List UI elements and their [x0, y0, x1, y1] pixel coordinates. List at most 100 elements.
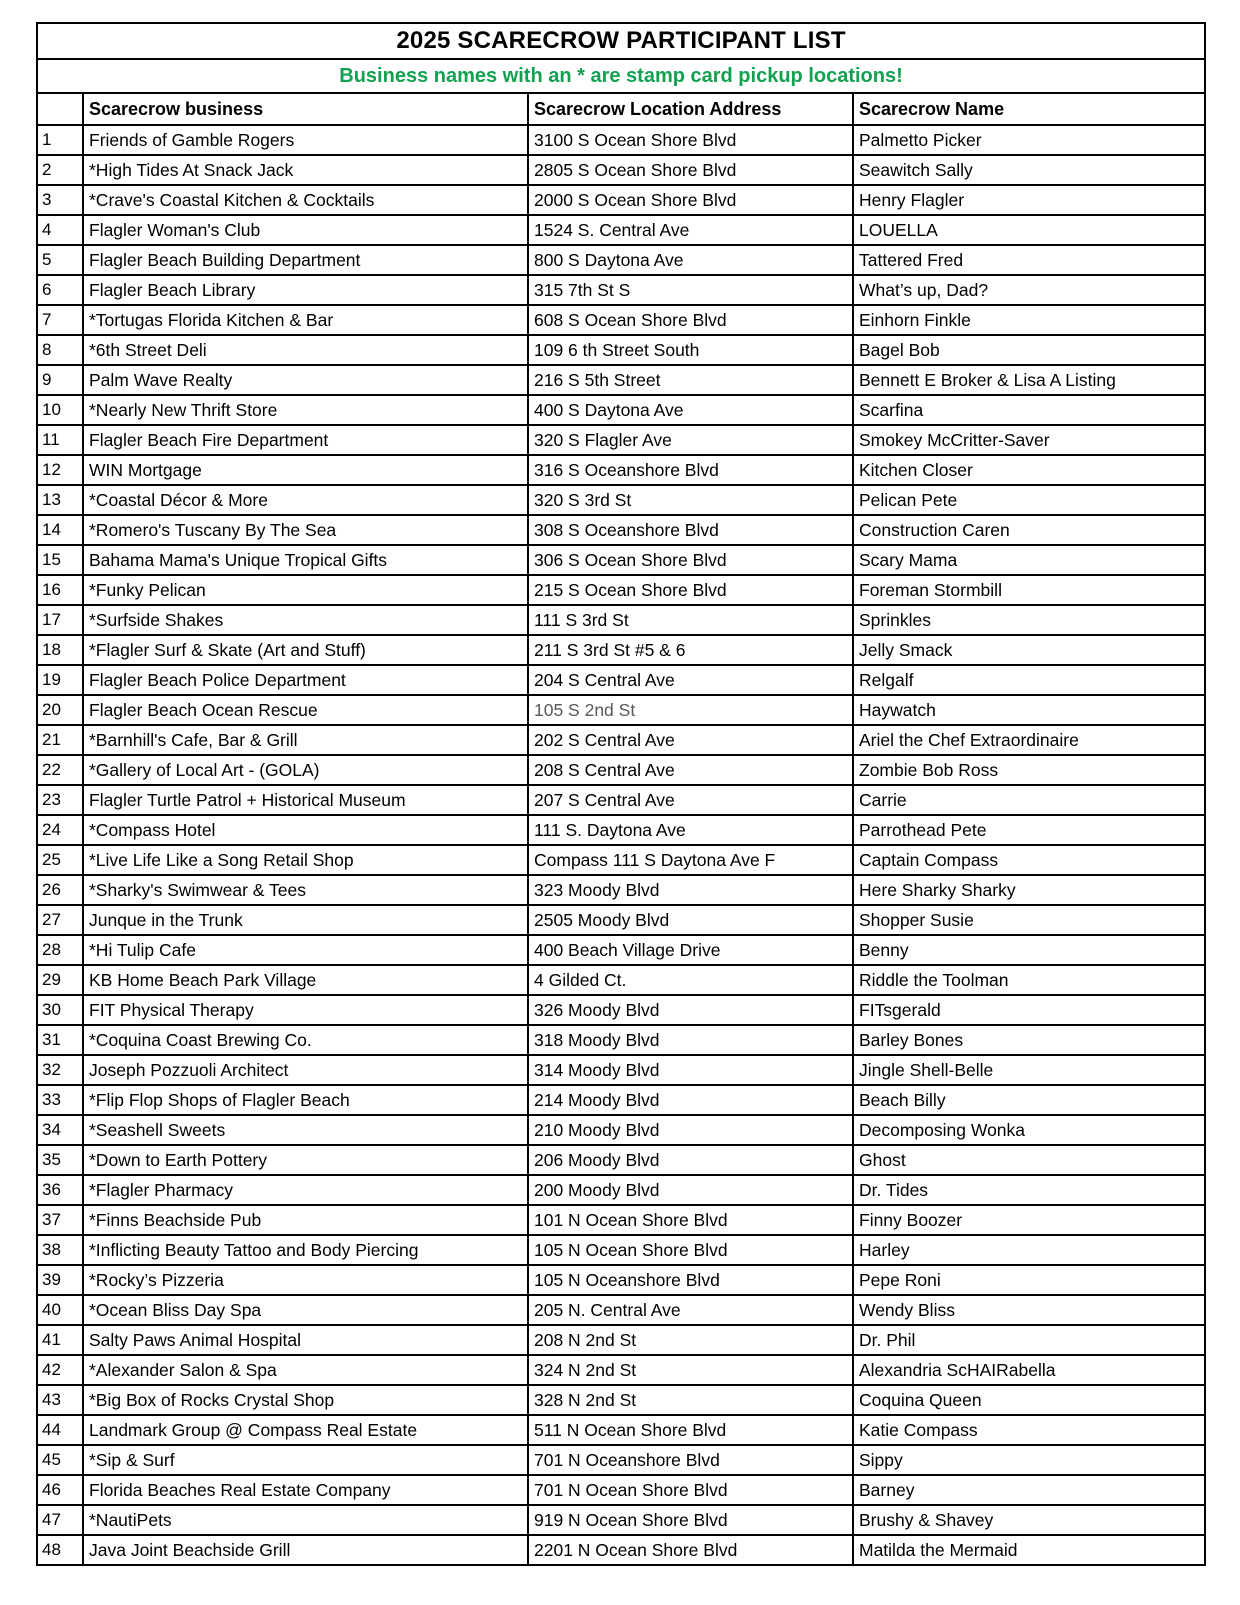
scarecrow-name-cell: Bagel Bob — [851, 334, 1207, 366]
business-cell: *Coquina Coast Brewing Co. — [82, 1024, 529, 1056]
scarecrow-name-cell: Sippy — [851, 1444, 1207, 1476]
scarecrow-name-cell: Parrothead Pete — [851, 814, 1207, 846]
table-row: 34 *Seashell Sweets 210 Moody Blvd Decompos… — [36, 1114, 1207, 1146]
table-row: 21 *Barnhill's Cafe, Bar & Grill 202 S Cen… — [36, 724, 1207, 756]
address-cell: 326 Moody Blvd — [527, 994, 854, 1026]
business-cell: *High Tides At Snack Jack — [82, 154, 529, 186]
table-row: 31 *Coquina Coast Brewing Co. 318 Moody Bl… — [36, 1024, 1207, 1056]
row-number: 35 — [36, 1144, 84, 1176]
scarecrow-name-cell: Scary Mama — [851, 544, 1207, 576]
business-cell: *Seashell Sweets — [82, 1114, 529, 1146]
business-cell: *Hi Tulip Cafe — [82, 934, 529, 966]
table-row: 35 *Down to Earth Pottery 206 Moody Blvd Gh… — [36, 1144, 1207, 1176]
row-number: 2 — [36, 154, 84, 186]
row-number: 19 — [36, 664, 84, 696]
table-row: 37 *Finns Beachside Pub 101 N Ocean Shore … — [36, 1204, 1207, 1236]
row-number: 41 — [36, 1324, 84, 1356]
table-row: 3 *Crave's Coastal Kitchen & Cocktails 200… — [36, 184, 1207, 216]
scarecrow-name-cell: Jingle Shell-Belle — [851, 1054, 1207, 1086]
page-subtitle: Business names with an * are stamp card … — [35, 58, 1207, 94]
address-cell: 200 Moody Blvd — [527, 1174, 854, 1206]
address-cell: 3100 S Ocean Shore Blvd — [527, 124, 854, 156]
column-header-name: Scarecrow Name — [851, 92, 1207, 126]
business-cell: Flagler Beach Fire Department — [82, 424, 529, 456]
scarecrow-name-cell: Kitchen Closer — [851, 454, 1207, 486]
address-cell: 215 S Ocean Shore Blvd — [527, 574, 854, 606]
table-row: 7 *Tortugas Florida Kitchen & Bar 608 S Oc… — [36, 304, 1207, 336]
scarecrow-name-cell: What’s up, Dad? — [851, 274, 1207, 306]
scarecrow-name-cell: Ariel the Chef Extraordinaire — [851, 724, 1207, 756]
row-number: 40 — [36, 1294, 84, 1326]
address-cell: 315 7th St S — [527, 274, 854, 306]
row-number: 43 — [36, 1384, 84, 1416]
row-number: 47 — [36, 1504, 84, 1536]
participant-table: 2025 SCARECROW PARTICIPANT LIST Business… — [35, 22, 1207, 1566]
business-cell: Flagler Beach Building Department — [82, 244, 529, 276]
scarecrow-name-cell: Haywatch — [851, 694, 1207, 726]
row-number: 20 — [36, 694, 84, 726]
table-row: 2 *High Tides At Snack Jack 2805 S Ocean S… — [36, 154, 1207, 186]
address-cell: 320 S Flagler Ave — [527, 424, 854, 456]
address-cell: 109 6 th Street South — [527, 334, 854, 366]
row-number: 16 — [36, 574, 84, 606]
title-row: 2025 SCARECROW PARTICIPANT LIST — [35, 22, 1207, 60]
subtitle-row: Business names with an * are stamp card … — [35, 58, 1207, 94]
table-row: 30 FIT Physical Therapy 326 Moody Blvd FITs… — [36, 994, 1207, 1026]
row-number: 31 — [36, 1024, 84, 1056]
address-cell: 214 Moody Blvd — [527, 1084, 854, 1116]
row-number: 38 — [36, 1234, 84, 1266]
address-cell: 2505 Moody Blvd — [527, 904, 854, 936]
address-cell: 2201 N Ocean Shore Blvd — [527, 1534, 854, 1566]
scarecrow-name-cell: Pepe Roni — [851, 1264, 1207, 1296]
business-cell: *NautiPets — [82, 1504, 529, 1536]
scarecrow-name-cell: Seawitch Sally — [851, 154, 1207, 186]
scarecrow-name-cell: Riddle the Toolman — [851, 964, 1207, 996]
address-cell: 308 S Oceanshore Blvd — [527, 514, 854, 546]
scarecrow-name-cell: Ghost — [851, 1144, 1207, 1176]
scarecrow-name-cell: Barley Bones — [851, 1024, 1207, 1056]
business-cell: Java Joint Beachside Grill — [82, 1534, 529, 1566]
scarecrow-name-cell: Jelly Smack — [851, 634, 1207, 666]
business-cell: *Sip & Surf — [82, 1444, 529, 1476]
business-cell: Flagler Beach Ocean Rescue — [82, 694, 529, 726]
address-cell: 800 S Daytona Ave — [527, 244, 854, 276]
scarecrow-name-cell: Relgalf — [851, 664, 1207, 696]
scarecrow-name-cell: Henry Flagler — [851, 184, 1207, 216]
business-cell: Joseph Pozzuoli Architect — [82, 1054, 529, 1086]
business-cell: Junque in the Trunk — [82, 904, 529, 936]
business-cell: Flagler Beach Police Department — [82, 664, 529, 696]
row-number: 5 — [36, 244, 84, 276]
business-cell: *Alexander Salon & Spa — [82, 1354, 529, 1386]
table-row: 15 Bahama Mama's Unique Tropical Gifts 306… — [36, 544, 1207, 576]
scarecrow-name-cell: Sprinkles — [851, 604, 1207, 636]
row-number: 22 — [36, 754, 84, 786]
business-cell: Bahama Mama's Unique Tropical Gifts — [82, 544, 529, 576]
address-cell: 208 S Central Ave — [527, 754, 854, 786]
table-row: 4 Flagler Woman's Club 1524 S. Central Ave… — [36, 214, 1207, 246]
business-cell: *6th Street Deli — [82, 334, 529, 366]
business-cell: *Crave's Coastal Kitchen & Cocktails — [82, 184, 529, 216]
table-row: 48 Java Joint Beachside Grill 2201 N Ocean… — [36, 1534, 1207, 1566]
scarecrow-name-cell: Coquina Queen — [851, 1384, 1207, 1416]
scarecrow-name-cell: Palmetto Picker — [851, 124, 1207, 156]
row-number: 6 — [36, 274, 84, 306]
table-row: 9 Palm Wave Realty 216 S 5th Street Bennett… — [36, 364, 1207, 396]
business-cell: *Flip Flop Shops of Flagler Beach — [82, 1084, 529, 1116]
participant-rows: 2025 SCARECROW PARTICIPANT LIST Business… — [35, 22, 1207, 1566]
address-cell: 318 Moody Blvd — [527, 1024, 854, 1056]
table-row: 11 Flagler Beach Fire Department 320 S Fla… — [36, 424, 1207, 456]
address-cell: 105 N Ocean Shore Blvd — [527, 1234, 854, 1266]
business-cell: *Romero's Tuscany By The Sea — [82, 514, 529, 546]
scarecrow-name-cell: Decomposing Wonka — [851, 1114, 1207, 1146]
address-cell: Compass 111 S Daytona Ave F — [527, 844, 854, 876]
scarecrow-name-cell: Matilda the Mermaid — [851, 1534, 1207, 1566]
row-number: 13 — [36, 484, 84, 516]
column-header-address: Scarecrow Location Address — [527, 92, 854, 126]
row-number: 48 — [36, 1534, 84, 1566]
address-cell: 105 S 2nd St — [527, 694, 854, 726]
row-number: 36 — [36, 1174, 84, 1206]
scarecrow-name-cell: LOUELLA — [851, 214, 1207, 246]
address-cell: 400 Beach Village Drive — [527, 934, 854, 966]
scarecrow-name-cell: Benny — [851, 934, 1207, 966]
scarecrow-name-cell: Shopper Susie — [851, 904, 1207, 936]
